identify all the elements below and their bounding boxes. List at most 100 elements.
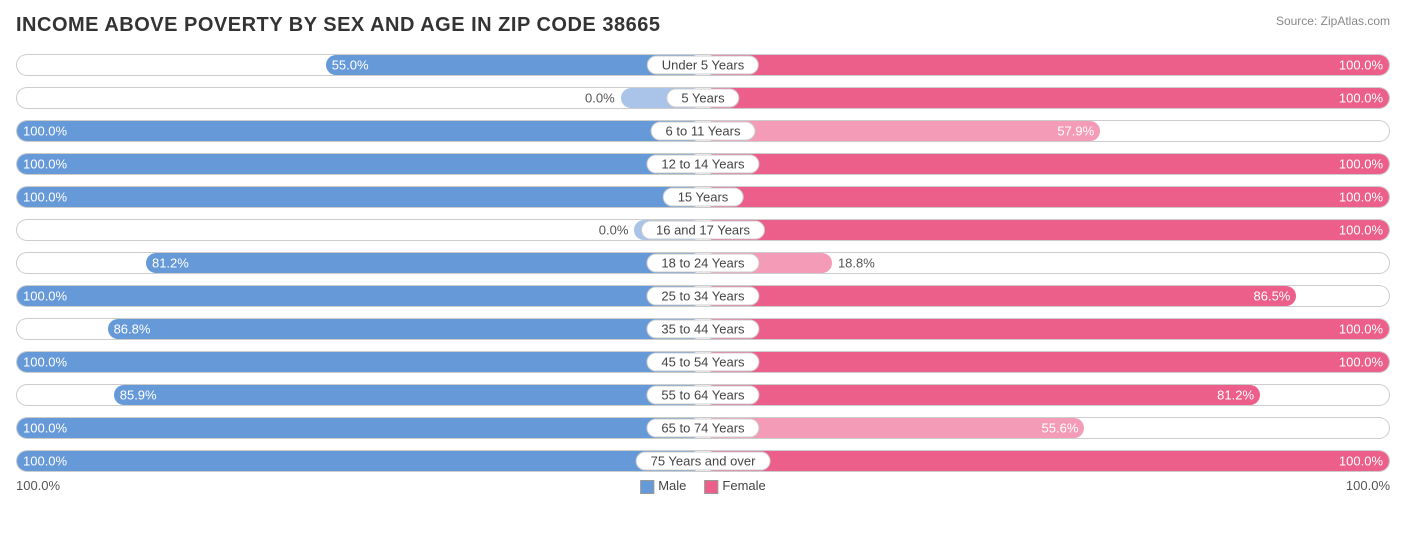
category-label: 16 and 17 Years (641, 221, 765, 240)
female-bar (703, 286, 1296, 306)
female-value-label: 100.0% (1339, 322, 1383, 337)
swatch-male (640, 480, 654, 494)
category-label: 45 to 54 Years (646, 353, 759, 372)
male-track: 100.0% (16, 120, 703, 142)
male-bar (114, 385, 703, 405)
male-bar (17, 418, 703, 438)
swatch-female (704, 480, 718, 494)
male-bar (17, 154, 703, 174)
female-track: 100.0% (703, 87, 1390, 109)
male-value-label: 85.9% (120, 388, 157, 403)
source-attribution: Source: ZipAtlas.com (1276, 14, 1390, 28)
male-value-label: 100.0% (23, 289, 67, 304)
chart-row: 100.0%57.9%6 to 11 Years (16, 117, 1390, 145)
male-track: 100.0% (16, 153, 703, 175)
male-track: 55.0% (16, 54, 703, 76)
male-value-label: 0.0% (599, 223, 629, 238)
category-label: 65 to 74 Years (646, 419, 759, 438)
male-track: 86.8% (16, 318, 703, 340)
category-label: 18 to 24 Years (646, 254, 759, 273)
chart-row: 100.0% 55.6% 65 to 74 Years (16, 414, 1390, 442)
male-value-label: 86.8% (114, 322, 151, 337)
male-value-label: 100.0% (23, 421, 67, 436)
female-track: 57.9% (703, 120, 1390, 142)
chart-row: 100.0%100.0%15 Years (16, 183, 1390, 211)
female-value-label: 57.9% (1057, 124, 1094, 139)
female-track: 100.0% (703, 450, 1390, 472)
category-label: 25 to 34 Years (646, 287, 759, 306)
female-track: 81.2% (703, 384, 1390, 406)
chart-row: 0.0% 100.0% 5 Years (16, 84, 1390, 112)
male-track: 100.0% (16, 186, 703, 208)
male-bar (17, 187, 703, 207)
female-track: 100.0% (703, 54, 1390, 76)
female-value-label: 100.0% (1339, 91, 1383, 106)
male-value-label: 100.0% (23, 454, 67, 469)
female-bar (703, 352, 1389, 372)
female-value-label: 100.0% (1339, 355, 1383, 370)
male-value-label: 81.2% (152, 256, 189, 271)
male-track: 0.0% (16, 87, 703, 109)
male-track: 0.0% (16, 219, 703, 241)
axis-left-label: 100.0% (16, 478, 60, 493)
male-track: 100.0% (16, 417, 703, 439)
chart-row: 81.2% 18.8% 18 to 24 Years (16, 249, 1390, 277)
female-track: 100.0% (703, 351, 1390, 373)
male-value-label: 0.0% (585, 91, 615, 106)
female-track: 86.5% (703, 285, 1390, 307)
female-value-label: 55.6% (1042, 421, 1079, 436)
chart-row: 85.9% 81.2% 55 to 64 Years (16, 381, 1390, 409)
female-track: 100.0% (703, 219, 1390, 241)
female-value-label: 100.0% (1339, 454, 1383, 469)
female-bar (703, 451, 1389, 471)
chart-title: INCOME ABOVE POVERTY BY SEX AND AGE IN Z… (0, 0, 1406, 47)
female-bar (703, 88, 1389, 108)
female-bar (703, 319, 1389, 339)
female-bar (703, 187, 1389, 207)
axis-right-label: 100.0% (1346, 478, 1390, 493)
legend-male: Male (640, 478, 686, 494)
female-bar (703, 154, 1389, 174)
category-label: 35 to 44 Years (646, 320, 759, 339)
chart-row: 100.0%100.0%12 to 14 Years (16, 150, 1390, 178)
male-bar (17, 451, 703, 471)
male-track: 81.2% (16, 252, 703, 274)
female-track: 100.0% (703, 186, 1390, 208)
male-bar (108, 319, 703, 339)
female-value-label: 86.5% (1254, 289, 1291, 304)
female-track: 100.0% (703, 318, 1390, 340)
male-bar (17, 352, 703, 372)
category-label: Under 5 Years (647, 56, 759, 75)
chart-row: 0.0% 100.0% 16 and 17 Years (16, 216, 1390, 244)
female-bar (703, 220, 1389, 240)
category-label: 12 to 14 Years (646, 155, 759, 174)
chart-row: 100.0% 100.0% 75 Years and over (16, 447, 1390, 475)
chart-row: 55.0% 100.0%Under 5 Years (16, 51, 1390, 79)
male-value-label: 100.0% (23, 190, 67, 205)
category-label: 55 to 64 Years (646, 386, 759, 405)
category-label: 15 Years (663, 188, 744, 207)
male-track: 100.0% (16, 285, 703, 307)
chart-row: 100.0%100.0%45 to 54 Years (16, 348, 1390, 376)
male-track: 85.9% (16, 384, 703, 406)
category-label: 5 Years (666, 89, 739, 108)
male-bar (146, 253, 703, 273)
chart-area: 55.0%100.0%Under 5 Years0.0%100.0%5 Year… (0, 47, 1406, 475)
male-bar (17, 286, 703, 306)
female-value-label: 81.2% (1217, 388, 1254, 403)
female-bar (703, 385, 1260, 405)
female-bar (703, 55, 1389, 75)
female-value-label: 100.0% (1339, 223, 1383, 238)
legend-male-label: Male (658, 478, 686, 493)
female-track: 55.6% (703, 417, 1390, 439)
category-label: 75 Years and over (636, 452, 771, 471)
female-value-label: 18.8% (838, 256, 875, 271)
male-value-label: 100.0% (23, 124, 67, 139)
male-track: 100.0% (16, 351, 703, 373)
chart-row: 86.8% 100.0% 35 to 44 Years (16, 315, 1390, 343)
male-value-label: 55.0% (332, 58, 369, 73)
female-bar (703, 418, 1084, 438)
male-bar (17, 121, 703, 141)
axis-row: 100.0% 100.0% Male Female (0, 478, 1406, 498)
female-track: 18.8% (703, 252, 1390, 274)
